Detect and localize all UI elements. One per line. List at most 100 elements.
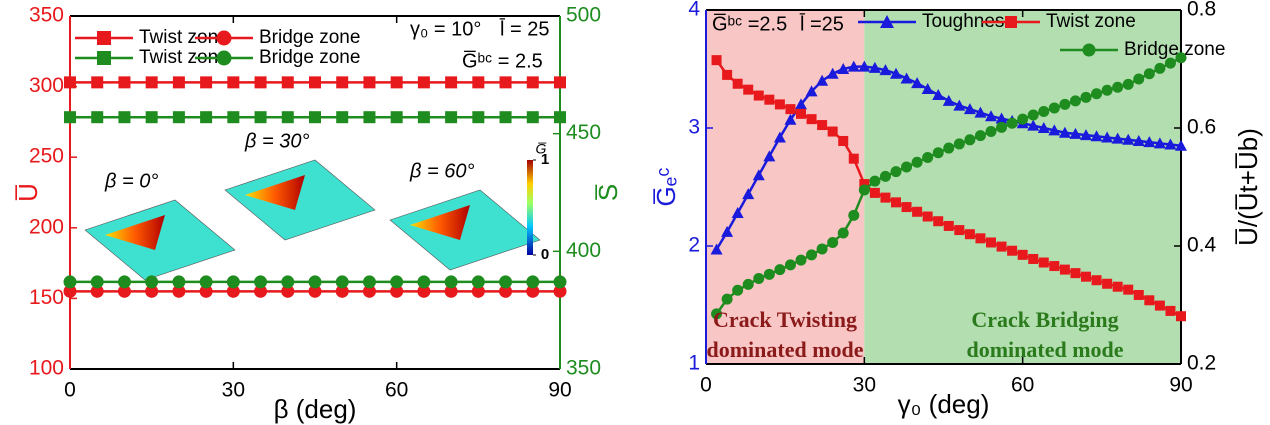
marker — [985, 126, 997, 138]
marker — [890, 67, 902, 79]
y-axis-label: U̅ — [13, 183, 43, 202]
marker — [901, 202, 912, 213]
marker — [1006, 117, 1018, 129]
marker — [774, 264, 786, 276]
marker — [499, 76, 512, 89]
marker — [336, 76, 349, 89]
marker — [472, 111, 485, 124]
marker — [362, 275, 376, 289]
marker — [417, 76, 430, 89]
marker — [445, 76, 458, 89]
legend-label: Twist zone — [139, 27, 229, 48]
marker — [254, 275, 268, 289]
x-axis-label: β (deg) — [274, 394, 357, 424]
marker — [445, 111, 458, 124]
marker — [1038, 257, 1049, 268]
marker — [742, 188, 755, 200]
marker — [995, 112, 1008, 124]
marker — [200, 111, 213, 124]
marker — [363, 111, 376, 124]
y2-tick-label: 0.6 — [1187, 116, 1216, 139]
y2-tick-label: 450 — [566, 121, 601, 144]
marker — [732, 78, 743, 89]
inset-peak — [410, 205, 470, 240]
marker — [911, 77, 924, 89]
marker — [817, 120, 828, 131]
marker — [444, 275, 458, 289]
marker — [943, 142, 955, 154]
y-tick-label: 100 — [29, 357, 64, 380]
marker — [785, 104, 796, 115]
marker — [226, 275, 240, 289]
inset-title: β = 60° — [409, 160, 474, 182]
marker — [816, 243, 828, 255]
marker — [901, 161, 913, 173]
marker — [743, 84, 754, 95]
legend-marker — [1005, 16, 1017, 28]
marker — [827, 126, 838, 137]
legend-label: Bridge zone — [259, 27, 360, 48]
colorbar-label: G̅ — [536, 141, 548, 157]
marker — [1048, 102, 1060, 114]
legend-label: Bridge zone — [259, 47, 360, 68]
marker — [964, 134, 976, 146]
marker — [805, 85, 818, 97]
marker — [526, 76, 539, 89]
marker — [145, 76, 158, 89]
marker — [954, 225, 965, 236]
inset-surface — [84, 199, 236, 281]
annotation: Crack Twisting — [713, 307, 857, 332]
marker — [711, 55, 722, 66]
marker — [1017, 249, 1028, 260]
marker — [806, 249, 818, 261]
marker — [309, 76, 321, 89]
marker — [816, 74, 829, 86]
colorbar-tick-label: 0 — [541, 246, 549, 263]
marker — [826, 67, 839, 79]
marker — [390, 76, 403, 89]
marker — [1070, 268, 1081, 279]
marker — [974, 106, 987, 118]
marker — [281, 275, 295, 289]
marker — [1048, 124, 1061, 136]
marker — [879, 64, 892, 76]
marker — [858, 184, 870, 196]
marker — [890, 166, 902, 178]
marker — [837, 227, 849, 239]
marker — [752, 169, 765, 181]
marker — [117, 284, 131, 298]
marker — [848, 153, 859, 164]
marker — [1112, 281, 1123, 292]
marker — [953, 99, 966, 111]
x-tick-label: 60 — [1011, 374, 1034, 397]
marker — [471, 284, 485, 298]
marker — [900, 72, 913, 84]
marker — [1112, 81, 1124, 93]
marker — [1049, 261, 1060, 272]
marker — [1175, 52, 1187, 64]
marker — [308, 284, 322, 298]
marker — [774, 99, 785, 110]
inset-surface — [389, 189, 541, 271]
inset-peak — [245, 175, 305, 210]
legend-marker — [216, 30, 232, 46]
x-tick-label: 60 — [385, 379, 408, 402]
marker — [336, 111, 349, 124]
marker — [1080, 129, 1092, 141]
colorbar-tick-label: 1 — [541, 151, 549, 168]
marker — [254, 76, 267, 89]
marker — [848, 209, 860, 221]
marker — [922, 152, 934, 163]
marker — [63, 275, 77, 289]
marker — [145, 275, 159, 289]
marker — [847, 60, 860, 72]
legend-marker — [880, 15, 894, 28]
marker — [942, 94, 955, 106]
marker — [1090, 130, 1103, 142]
marker — [986, 237, 996, 248]
marker — [721, 293, 733, 305]
marker — [1069, 127, 1082, 139]
x-tick-label: 90 — [1169, 374, 1192, 397]
marker — [199, 275, 213, 289]
marker — [953, 138, 965, 150]
